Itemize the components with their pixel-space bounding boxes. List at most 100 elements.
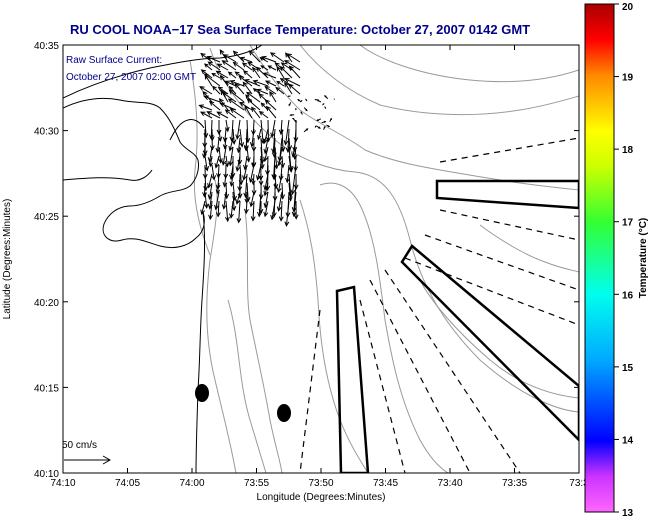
current-vector-arrow bbox=[227, 98, 245, 111]
current-vector-arrow bbox=[264, 80, 277, 87]
current-vector-arrow bbox=[284, 200, 290, 227]
current-vector-arrow bbox=[202, 90, 213, 103]
current-timestamp: October 27, 2007 02:00 GMT bbox=[66, 72, 196, 83]
current-vector-arrow bbox=[242, 81, 253, 95]
marker-dot bbox=[195, 384, 209, 402]
current-vector-arrow bbox=[216, 63, 229, 71]
current-vector-arrow bbox=[217, 146, 223, 164]
current-vector-arrow bbox=[303, 107, 308, 112]
current-vector-arrow bbox=[222, 137, 228, 150]
current-vector-arrow bbox=[276, 191, 283, 212]
current-vector-arrow bbox=[279, 65, 293, 79]
current-vector-arrow bbox=[236, 200, 242, 224]
current-vector-arrow bbox=[300, 111, 303, 115]
current-vector-arrow bbox=[203, 191, 209, 209]
map-layers bbox=[63, 45, 579, 473]
y-tick-label: 40:15 bbox=[34, 383, 59, 394]
x-tick-label: 74:10 bbox=[50, 478, 75, 489]
current-vector-arrow bbox=[276, 173, 283, 194]
current-vector-arrow bbox=[270, 119, 276, 139]
x-tick-label: 73:35 bbox=[502, 478, 527, 489]
current-vector-arrow bbox=[221, 60, 237, 71]
colorbar-tick-label: 20 bbox=[622, 2, 634, 13]
current-vector-arrow bbox=[211, 73, 221, 79]
current-vector-arrow bbox=[224, 119, 230, 133]
current-vector-arrow bbox=[198, 104, 213, 111]
current-vector-arrow bbox=[265, 105, 277, 119]
current-vector-arrow bbox=[224, 80, 237, 87]
colorbar-tick-label: 16 bbox=[622, 290, 634, 301]
current-vector-arrow bbox=[261, 55, 277, 63]
current-vector-arrow bbox=[321, 120, 327, 124]
current-vector-arrow bbox=[221, 191, 227, 210]
current-vector-arrow bbox=[203, 73, 221, 87]
current-vector-arrow bbox=[224, 200, 230, 223]
current-vector-arrow bbox=[203, 95, 221, 103]
current-vector-arrow bbox=[263, 146, 269, 163]
current-vector-arrow bbox=[283, 119, 290, 146]
colorbar bbox=[584, 3, 615, 513]
current-vector-arrow bbox=[243, 200, 249, 215]
current-vector-arrow bbox=[222, 92, 237, 103]
current-vector-arrow bbox=[224, 109, 237, 119]
current-vector-arrow bbox=[287, 137, 293, 151]
current-vector-arrow bbox=[260, 65, 269, 71]
y-tick-label: 40:35 bbox=[34, 41, 59, 52]
current-vector-arrow bbox=[239, 128, 245, 148]
current-vector-arrow bbox=[270, 200, 276, 221]
plot-area bbox=[63, 45, 579, 473]
current-vector-arrow bbox=[199, 86, 213, 95]
current-vector-arrow bbox=[264, 86, 277, 95]
colorbar-label: Temperature (°C) bbox=[638, 218, 649, 299]
radial-dashed-lines bbox=[299, 137, 579, 473]
x-tick-label: 73:55 bbox=[244, 478, 269, 489]
x-axis-ticks: 74:10 74:05 74:00 73:55 73:50 73:45 73:40 73:35… bbox=[50, 45, 589, 489]
current-vector-arrow bbox=[228, 146, 234, 167]
current-vectors bbox=[198, 49, 336, 227]
current-vector-arrow bbox=[283, 59, 301, 71]
x-tick-label: 73:50 bbox=[308, 478, 333, 489]
current-vector-arrow bbox=[206, 111, 221, 119]
current-vector-arrow bbox=[326, 124, 331, 128]
current-vector-arrow bbox=[252, 88, 261, 95]
current-vector-arrow bbox=[252, 66, 261, 79]
current-vector-arrow bbox=[206, 55, 221, 63]
current-vector-arrow bbox=[289, 113, 295, 117]
current-vector-arrow bbox=[239, 56, 253, 63]
x-tick-label: 74:00 bbox=[179, 478, 204, 489]
current-vector-arrow bbox=[200, 69, 213, 79]
current-vector-arrow bbox=[235, 155, 241, 172]
current-vector-arrow bbox=[256, 88, 269, 95]
colorbar-tick-label: 17 bbox=[622, 218, 634, 229]
colorbar-tick-label: 15 bbox=[622, 363, 634, 374]
current-vector-arrow bbox=[288, 102, 292, 107]
current-vector-arrow bbox=[263, 128, 269, 144]
current-vector-arrow bbox=[228, 89, 245, 103]
current-vector-arrow bbox=[280, 155, 286, 169]
x-tick-label: 74:05 bbox=[115, 478, 140, 489]
current-vector-arrow bbox=[278, 200, 284, 222]
current-vector-arrow bbox=[286, 53, 301, 63]
x-axis-label: Longitude (Degrees:Minutes) bbox=[257, 492, 386, 503]
current-vector-arrow bbox=[315, 125, 321, 129]
current-vector-arrow bbox=[235, 119, 241, 140]
current-vector-arrow bbox=[275, 86, 285, 95]
current-vector-arrow bbox=[208, 100, 221, 111]
current-vector-arrow bbox=[235, 191, 241, 205]
current-vector-arrow bbox=[214, 191, 220, 211]
x-tick-label: 73:3 bbox=[569, 478, 589, 489]
current-vector-arrow bbox=[208, 155, 214, 168]
current-vector-arrow bbox=[224, 155, 230, 168]
current-vector-arrow bbox=[200, 200, 206, 216]
current-vector-arrow bbox=[262, 72, 277, 79]
current-vector-arrow bbox=[215, 70, 229, 79]
y-tick-label: 40:30 bbox=[34, 127, 59, 138]
current-vector-arrow bbox=[211, 164, 217, 181]
current-vector-arrow bbox=[287, 95, 291, 98]
current-vector-arrow bbox=[329, 117, 332, 122]
colorbar-tick-label: 13 bbox=[622, 508, 634, 518]
current-vector-arrow bbox=[323, 125, 326, 130]
x-tick-label: 73:40 bbox=[437, 478, 462, 489]
current-vector-arrow bbox=[251, 106, 261, 119]
